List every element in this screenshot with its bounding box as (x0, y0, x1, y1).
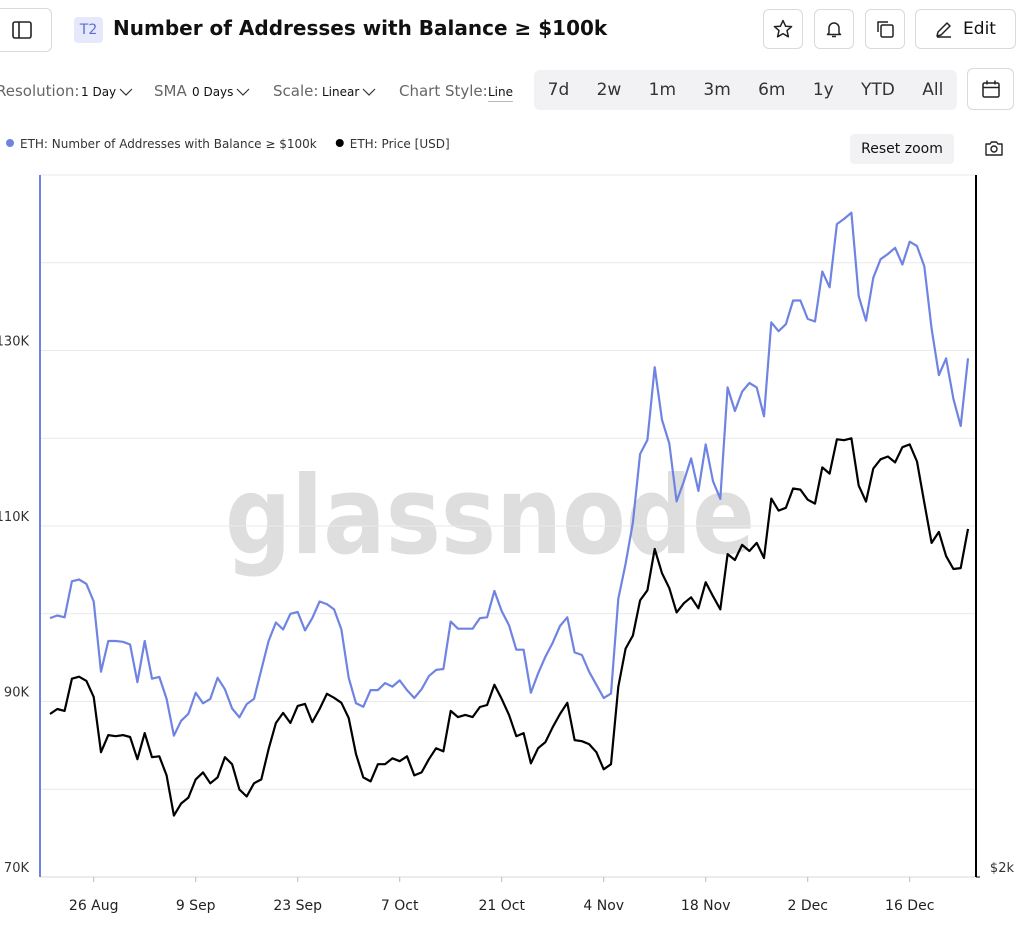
series-line (49, 211, 970, 737)
range-tab[interactable]: 2w (596, 80, 622, 100)
camera-icon (985, 141, 1003, 156)
copy-button[interactable] (865, 9, 905, 49)
sma-value: 0 Days (192, 85, 234, 99)
x-tick-label: 18 Nov (681, 898, 731, 914)
scale-value: Linear (322, 85, 360, 99)
watermark: glassnode (225, 454, 755, 579)
style-label: Chart Style: (399, 82, 488, 100)
legend-label: ETH: Number of Addresses with Balance ≥ … (20, 137, 317, 151)
alert-button[interactable] (814, 9, 854, 49)
bell-icon (826, 22, 842, 38)
resolution-value: 1 Day (81, 85, 117, 99)
x-tick-label: 7 Oct (381, 898, 419, 914)
chevron (236, 88, 250, 96)
chevron (362, 88, 376, 96)
x-tick-label: 4 Nov (583, 898, 624, 914)
reset-zoom-button[interactable]: Reset zoom (850, 134, 954, 164)
page-title: Number of Addresses with Balance ≥ $100k (113, 16, 608, 40)
series-line (49, 437, 970, 817)
legend-marker (6, 139, 14, 147)
x-tick-label: 23 Sep (273, 898, 322, 914)
tier-badge: T2 (74, 17, 103, 43)
x-tick-label: 2 Dec (787, 898, 827, 914)
y-tick-label: 70K (4, 861, 30, 876)
edit-label: Edit (963, 19, 996, 39)
sidebar-toggle[interactable] (0, 8, 52, 52)
x-tick-label: 16 Dec (885, 898, 934, 914)
copy-icon (877, 21, 894, 38)
y-tick-label: 130K (0, 335, 29, 350)
resolution-label: Resolution: (0, 82, 80, 100)
range-tab[interactable]: All (922, 80, 944, 100)
favorite-button[interactable] (763, 9, 803, 49)
range-tab[interactable]: YTD (861, 80, 895, 100)
sidebar-icon (12, 21, 32, 39)
y-tick-label: 110K (0, 510, 29, 525)
range-tabs: 7d 2w 1m 3m 6m 1y YTD All (534, 70, 957, 110)
legend-label: ETH: Price [USD] (350, 137, 450, 151)
range-tab[interactable]: 3m (703, 80, 731, 100)
y2-tick-label: $2k (990, 861, 1015, 876)
scale-select[interactable]: Linear (322, 85, 376, 99)
scale-label: Scale: (273, 82, 319, 100)
x-tick-label: 26 Aug (69, 898, 119, 914)
chevron (119, 88, 133, 96)
range-tab[interactable]: 6m (758, 80, 786, 100)
pencil-icon (936, 22, 952, 38)
range-tab[interactable]: 1y (812, 80, 834, 100)
range-tab[interactable]: 7d (547, 80, 570, 100)
star-icon (773, 19, 793, 38)
legend-marker (335, 139, 344, 147)
y-tick-label: 90K (4, 686, 30, 701)
screenshot-button[interactable] (984, 139, 1004, 161)
style-select[interactable]: Line (488, 85, 514, 102)
calendar-button[interactable] (967, 68, 1014, 110)
sma-select[interactable]: 0 Days (192, 85, 250, 99)
x-tick-label: 9 Sep (176, 898, 216, 914)
style-value: Line (488, 85, 514, 99)
edit-button[interactable]: Edit (915, 9, 1016, 49)
calendar-icon (981, 80, 1000, 98)
range-tab[interactable]: 1m (648, 80, 677, 100)
x-tick-label: 21 Oct (478, 898, 525, 914)
resolution-select[interactable]: 1 Day (81, 85, 133, 99)
sma-label: SMA (154, 82, 187, 100)
